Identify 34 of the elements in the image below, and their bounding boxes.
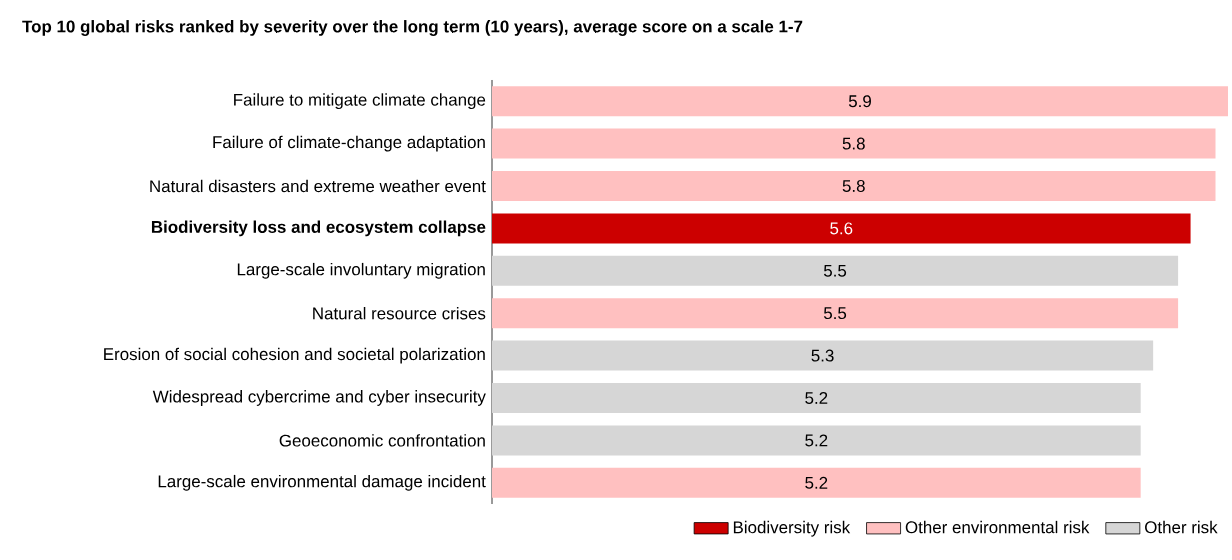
data-label: 5.2 (805, 434, 828, 447)
y-tick-label: Natural resource crises (313, 306, 486, 320)
chart-title: Top 10 global risks ranked by severity over the long term (10 years), average score on a scale 1-7 (22, 20, 803, 36)
bar (492, 128, 1216, 159)
y-tick-label: Natural disasters and extreme weather event (150, 179, 486, 193)
y-tick-label: Failure to mitigate climate change (234, 93, 486, 110)
data-label: 5.3 (811, 349, 834, 362)
data-label: 5.6 (830, 222, 853, 235)
y-tick-label: Large-scale involuntary migration (237, 262, 485, 279)
data-label: 5.9 (848, 95, 871, 108)
data-label: 5.2 (805, 392, 828, 404)
data-label: 5.8 (842, 137, 865, 150)
y-tick-label: Large-scale environmental damage incident (158, 474, 486, 491)
bar (492, 213, 1191, 244)
data-label: 5.5 (823, 307, 847, 320)
y-tick-label: Erosion of social cohesion and societal polarization (104, 347, 485, 364)
bar (492, 340, 1154, 371)
legend-label: Other environmental risk (905, 520, 1090, 534)
data-label: 5.8 (842, 180, 865, 192)
y-tick-label: Failure of climate-change adaptation (213, 135, 485, 152)
bar (492, 383, 1141, 413)
bar (492, 298, 1179, 329)
legend-label: Other risk (1145, 520, 1218, 534)
legend-label: Biodiversity risk (733, 520, 851, 537)
y-tick-label: Geoeconomic confrontation (279, 434, 485, 447)
bar (492, 467, 1141, 498)
y-tick-label: Widespread cybercrime and cyber insecurity (152, 390, 486, 406)
data-label: 5.2 (805, 476, 828, 489)
y-tick-label: Biodiversity loss and ecosystem collapse (151, 220, 486, 237)
bar (492, 425, 1141, 456)
data-label: 5.5 (823, 264, 847, 277)
bar (492, 170, 1216, 201)
bar (492, 255, 1179, 286)
bar (492, 86, 1228, 117)
